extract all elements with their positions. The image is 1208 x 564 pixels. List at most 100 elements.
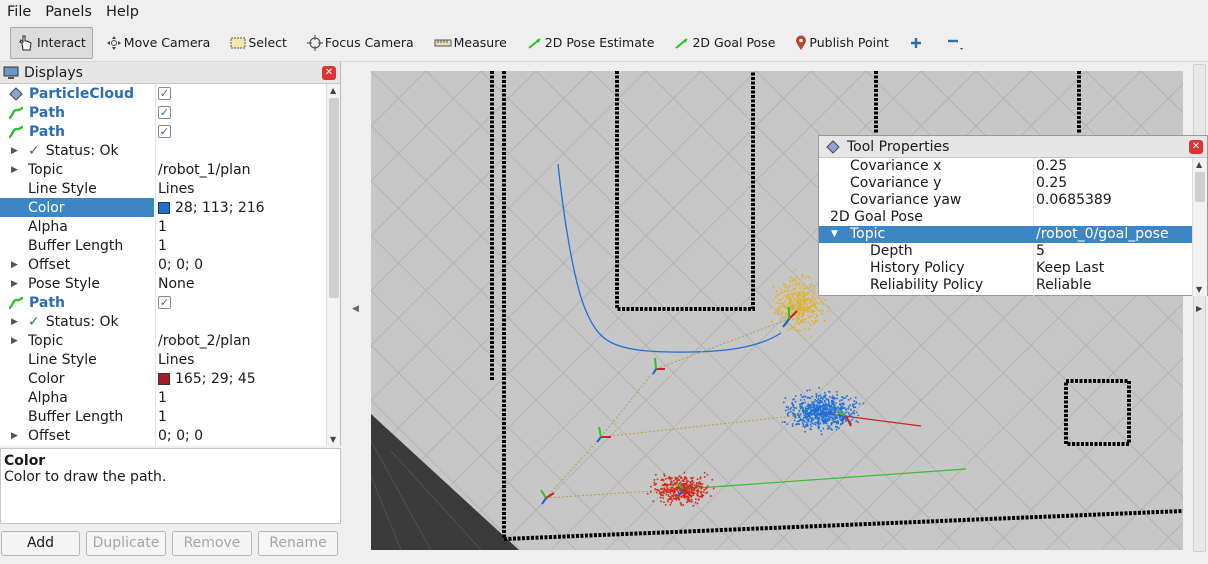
tree-row-value[interactable]: 165; 29; 45 xyxy=(158,369,256,388)
enable-checkbox[interactable]: ✓ xyxy=(158,106,171,119)
tree-row-buffer-length[interactable]: Buffer Length 1 xyxy=(0,407,326,426)
add-button[interactable]: Add xyxy=(1,531,80,556)
select-tool[interactable]: Select xyxy=(223,27,294,59)
render-viewport[interactable] xyxy=(371,71,1183,550)
collapse-left-icon[interactable]: ◀ xyxy=(352,304,359,314)
checkmark-icon: ✓ xyxy=(28,313,40,330)
displays-scrollbar[interactable]: ▲ ▼ xyxy=(326,84,340,446)
select-label: Select xyxy=(248,35,287,50)
expand-arrow-icon[interactable]: ▶ xyxy=(11,259,18,270)
expand-arrow-icon[interactable]: ▶ xyxy=(11,316,18,327)
collapse-right-icon[interactable]: ▶ xyxy=(1196,304,1203,313)
tree-row-color[interactable]: Color 28; 113; 216 xyxy=(0,198,326,217)
menu-help[interactable]: Help xyxy=(105,4,139,20)
tool-properties-title: Tool Properties xyxy=(847,138,950,155)
tree-row-alpha[interactable]: Alpha 1 xyxy=(0,388,326,407)
tp-row-covariance-x[interactable]: Covariance x 0.25 xyxy=(850,158,1068,174)
tree-row-value[interactable]: /robot_2/plan xyxy=(158,332,251,349)
tree-row-particlecloud[interactable]: ParticleCloud ✓ xyxy=(0,84,326,103)
tree-row-value[interactable]: Lines xyxy=(158,180,195,197)
interact-tool[interactable]: Interact xyxy=(10,26,93,59)
tp-row-topic[interactable]: ▼ Topic/robot_0/goal_pose xyxy=(819,226,1192,243)
description-text: Color to draw the path. xyxy=(4,469,167,485)
tree-row-color[interactable]: Color 165; 29; 45 xyxy=(0,369,326,388)
remove-button[interactable]: Remove xyxy=(172,531,252,556)
tree-row-line-style[interactable]: Line Style Lines xyxy=(0,179,326,198)
toolbar: Interact Move Camera Select Focus Camera… xyxy=(0,24,1208,62)
tree-row-value[interactable]: 0; 0; 0 xyxy=(158,256,204,273)
tree-row-status[interactable]: ▶ ✓ Status: Ok xyxy=(0,312,326,331)
duplicate-button[interactable]: Duplicate xyxy=(86,531,166,556)
expand-arrow-icon[interactable]: ▶ xyxy=(11,145,18,156)
interact-label: Interact xyxy=(37,35,86,50)
tree-row-value[interactable]: /robot_1/plan xyxy=(158,161,251,178)
scrollbar-thumb[interactable] xyxy=(1195,172,1205,202)
remove-tool-button[interactable] xyxy=(938,27,974,59)
tree-row-status[interactable]: ▶ ✓ Status: Ok xyxy=(0,141,326,160)
tree-row-alpha[interactable]: Alpha 1 xyxy=(0,217,326,236)
tree-row-value[interactable]: 28; 113; 216 xyxy=(158,198,265,217)
tree-row-value[interactable]: 1 xyxy=(158,389,167,406)
enable-checkbox[interactable]: ✓ xyxy=(158,125,171,138)
description-title: Color xyxy=(4,453,46,469)
measure-tool[interactable]: Measure xyxy=(427,27,514,59)
displays-close-icon[interactable]: ✕ xyxy=(322,66,336,80)
tree-row-buffer-length[interactable]: Buffer Length 1 xyxy=(0,236,326,255)
tree-row-label: Path xyxy=(29,294,65,311)
tool-properties-close-icon[interactable]: ✕ xyxy=(1189,140,1203,154)
scroll-up-icon[interactable]: ▲ xyxy=(1196,160,1203,169)
scroll-down-icon[interactable]: ▼ xyxy=(1196,285,1203,294)
pose-estimate-tool[interactable]: 2D Pose Estimate xyxy=(520,27,662,59)
goal-pose-tool[interactable]: 2D Goal Pose xyxy=(667,27,782,59)
minus-dropdown-icon xyxy=(947,39,963,50)
enable-checkbox[interactable]: ✓ xyxy=(158,296,171,309)
tool-properties-tree: Covariance x 0.25 Covariance y 0.25 Covari… xyxy=(819,158,1192,296)
tree-row-path[interactable]: Path ✓ xyxy=(0,122,326,141)
publish-point-tool[interactable]: Publish Point xyxy=(788,27,896,59)
expand-down-icon[interactable]: ▼ xyxy=(831,229,838,239)
tree-row-value[interactable]: 0; 0; 0 xyxy=(158,427,204,444)
rename-button[interactable]: Rename xyxy=(258,531,338,556)
focus-camera-icon xyxy=(306,34,323,51)
menu-panels[interactable]: Panels xyxy=(45,4,92,20)
tree-row-pose-style[interactable]: ▶ Pose Style None xyxy=(0,274,326,293)
tree-row-value[interactable]: 1 xyxy=(158,408,167,425)
expand-arrow-icon[interactable]: ▶ xyxy=(11,278,18,289)
tp-row-reliability-policy[interactable]: Reliability Policy Reliable xyxy=(870,277,1092,293)
focus-camera-label: Focus Camera xyxy=(324,35,414,50)
tree-row-value[interactable]: Lines xyxy=(158,351,195,368)
tree-row-line-style[interactable]: Line Style Lines xyxy=(0,350,326,369)
tool-properties-scrollbar[interactable]: ▲ ▼ xyxy=(1192,158,1207,296)
move-camera-tool[interactable]: Move Camera xyxy=(99,27,218,59)
focus-camera-tool[interactable]: Focus Camera xyxy=(300,27,421,59)
tree-row-label: Color xyxy=(0,198,154,217)
expand-arrow-icon[interactable]: ▶ xyxy=(11,335,18,346)
add-tool-button[interactable] xyxy=(902,27,932,59)
tp-row-covariance-yaw[interactable]: Covariance yaw 0.0685389 xyxy=(850,192,1112,208)
enable-checkbox[interactable]: ✓ xyxy=(158,87,171,100)
expand-arrow-icon[interactable]: ▶ xyxy=(11,164,18,175)
expand-arrow-icon[interactable]: ▶ xyxy=(11,430,18,441)
scroll-up-icon[interactable]: ▲ xyxy=(330,86,337,95)
tree-row-path[interactable]: Path ✓ xyxy=(0,103,326,122)
measure-label: Measure xyxy=(453,35,507,50)
scrollbar-thumb[interactable] xyxy=(329,98,339,298)
tp-row-goal-pose[interactable]: 2D Goal Pose xyxy=(830,209,923,225)
path-icon xyxy=(8,296,24,309)
scroll-down-icon[interactable]: ▼ xyxy=(330,435,337,444)
menu-file[interactable]: File xyxy=(7,4,32,20)
ruler-icon xyxy=(434,39,452,46)
tree-row-topic[interactable]: ▶ Topic /robot_2/plan xyxy=(0,331,326,350)
tree-row-offset[interactable]: ▶ Offset 0; 0; 0 xyxy=(0,255,326,274)
tree-row-offset[interactable]: ▶ Offset 0; 0; 0 xyxy=(0,426,326,445)
tree-row-topic[interactable]: ▶ Topic /robot_1/plan xyxy=(0,160,326,179)
tree-row-value[interactable]: None xyxy=(158,275,195,292)
tp-row-history-policy[interactable]: History Policy Keep Last xyxy=(870,260,1105,276)
tree-row-value[interactable]: 1 xyxy=(158,218,167,235)
tree-row-value[interactable]: 1 xyxy=(158,237,167,254)
tp-row-covariance-y[interactable]: Covariance y 0.25 xyxy=(850,175,1068,191)
tp-row-depth[interactable]: Depth 5 xyxy=(870,243,1045,259)
tree-row-label: Alpha xyxy=(28,218,68,235)
tree-row-path[interactable]: Path ✓ xyxy=(0,293,326,312)
tree-row-label: Topic xyxy=(28,332,64,349)
